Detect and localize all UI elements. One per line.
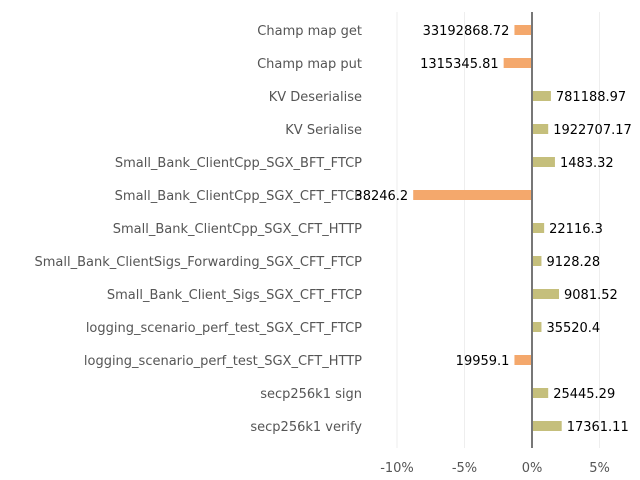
value-label: 781188.97 (556, 90, 626, 105)
value-label: 19959.1 (456, 354, 510, 369)
value-label: 1315345.81 (420, 57, 499, 72)
category-label: KV Serialise (285, 123, 362, 138)
bar (532, 322, 542, 332)
category-label: logging_scenario_perf_test_SGX_CFT_FTCP (86, 321, 362, 336)
category-label: Small_Bank_ClientCpp_SGX_CFT_FTCP (115, 189, 362, 204)
value-label: 9081.52 (564, 288, 618, 303)
bar (532, 91, 551, 101)
value-label: 25445.29 (553, 387, 615, 402)
value-labels: 33192868.72 1315345.81 781188.97 1922707.17… (354, 24, 631, 435)
category-label: Small_Bank_ClientSigs_Forwarding_SGX_CFT… (34, 255, 362, 270)
category-label: Small_Bank_Client_Sigs_SGX_CFT_FTCP (107, 288, 362, 303)
bar (532, 289, 559, 299)
bar (532, 124, 549, 134)
category-label: logging_scenario_perf_test_SGX_CFT_HTTP (84, 354, 362, 369)
value-label: 38246.2 (354, 189, 408, 204)
value-label: 9128.28 (546, 255, 600, 270)
bar (413, 190, 532, 200)
category-label: Champ map get (257, 24, 362, 39)
value-label: 1922707.17 (553, 123, 632, 138)
bars (413, 25, 562, 431)
bar (532, 157, 555, 167)
bar (532, 223, 545, 233)
value-label: 1483.32 (560, 156, 614, 171)
x-tick-labels: -10% -5% 0% 5% (380, 461, 610, 476)
category-label: KV Deserialise (269, 90, 362, 105)
value-label: 17361.11 (567, 420, 629, 435)
x-tick-label: 0% (522, 461, 543, 476)
bar (514, 355, 532, 365)
category-label: secp256k1 sign (260, 387, 362, 402)
bar (514, 25, 532, 35)
bar (503, 58, 532, 68)
category-label: Champ map put (257, 57, 362, 72)
value-label: 35520.4 (546, 321, 600, 336)
bar (532, 421, 562, 431)
x-tick-label: -10% (380, 461, 414, 476)
value-label: 22116.3 (549, 222, 603, 237)
bar (532, 256, 542, 266)
category-label: Small_Bank_ClientCpp_SGX_CFT_HTTP (113, 222, 362, 237)
bar (532, 388, 549, 398)
category-label: secp256k1 verify (250, 420, 362, 435)
x-tick-label: -5% (452, 461, 477, 476)
category-labels: Champ map get Champ map put KV Deserialise… (34, 24, 362, 435)
category-label: Small_Bank_ClientCpp_SGX_BFT_FTCP (115, 156, 362, 171)
value-label: 33192868.72 (423, 24, 510, 39)
x-tick-label: 5% (589, 461, 610, 476)
